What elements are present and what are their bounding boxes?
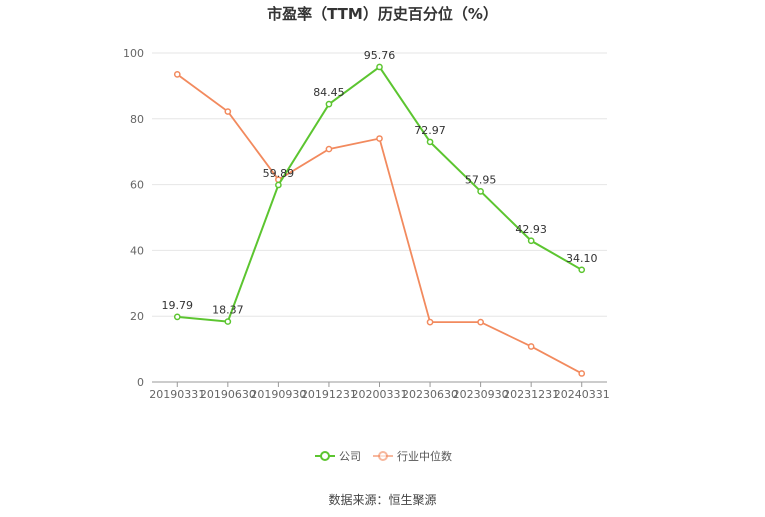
x-tick-label: 20240331 (554, 388, 610, 401)
x-tick-label: 20200331 (352, 388, 408, 401)
x-tick-label: 20190930 (250, 388, 306, 401)
company-data-point (224, 318, 232, 325)
y-tick-label: 40 (130, 244, 144, 257)
company-data-point (578, 266, 586, 274)
y-tick-label: 20 (130, 310, 144, 323)
data-label: 57.95 (465, 173, 497, 186)
legend-industry: 行业中位数 (373, 449, 452, 463)
legend-swatch-marker (320, 451, 330, 461)
x-tick-label: 20190331 (149, 388, 205, 401)
company-data-point (376, 63, 383, 71)
industry-data-point (376, 135, 383, 142)
x-tick-label: 20191231 (301, 388, 357, 401)
y-tick-label: 100 (123, 47, 144, 60)
data-label: 72.97 (414, 124, 446, 137)
data-label: 84.45 (313, 86, 345, 99)
data-label: 95.76 (364, 49, 396, 62)
data-label: 18.37 (212, 304, 244, 317)
x-tick-label: 20230630 (402, 388, 458, 401)
company-data-point (527, 237, 535, 245)
industry-data-point (578, 370, 586, 377)
data-source: 数据来源：恒生聚源 (328, 493, 437, 507)
data-label: 19.79 (162, 299, 194, 312)
x-tick-label: 20190630 (200, 388, 256, 401)
company-data-point (325, 100, 333, 108)
industry-data-point (527, 343, 535, 350)
y-tick-label: 60 (130, 179, 144, 192)
industry-data-point (325, 145, 333, 153)
company-data-point (275, 181, 282, 189)
chart-title: 市盈率（TTM）历史百分位（%） (267, 5, 498, 23)
y-tick-label: 0 (137, 376, 144, 389)
industry-data-point (224, 108, 232, 115)
y-tick-label: 80 (130, 113, 144, 126)
industry-data-point (426, 318, 434, 326)
data-label: 59.89 (263, 167, 295, 180)
company-series-line (177, 65, 583, 323)
x-tick-label: 20230930 (453, 388, 509, 401)
company-data-point (477, 187, 484, 195)
industry-data-point (477, 318, 484, 326)
data-label: 42.93 (515, 223, 547, 236)
legend-swatch-marker (378, 451, 388, 461)
legend-label: 行业中位数 (397, 449, 452, 463)
industry-data-point (173, 71, 181, 78)
x-tick-label: 20231231 (503, 388, 559, 401)
legend-company: 公司 (315, 450, 361, 463)
legend: 公司 行业中位数 (315, 449, 452, 463)
company-data-point (173, 313, 181, 321)
company-data-point (426, 138, 434, 146)
data-label: 34.10 (566, 252, 598, 265)
legend-label: 公司 (339, 450, 361, 463)
